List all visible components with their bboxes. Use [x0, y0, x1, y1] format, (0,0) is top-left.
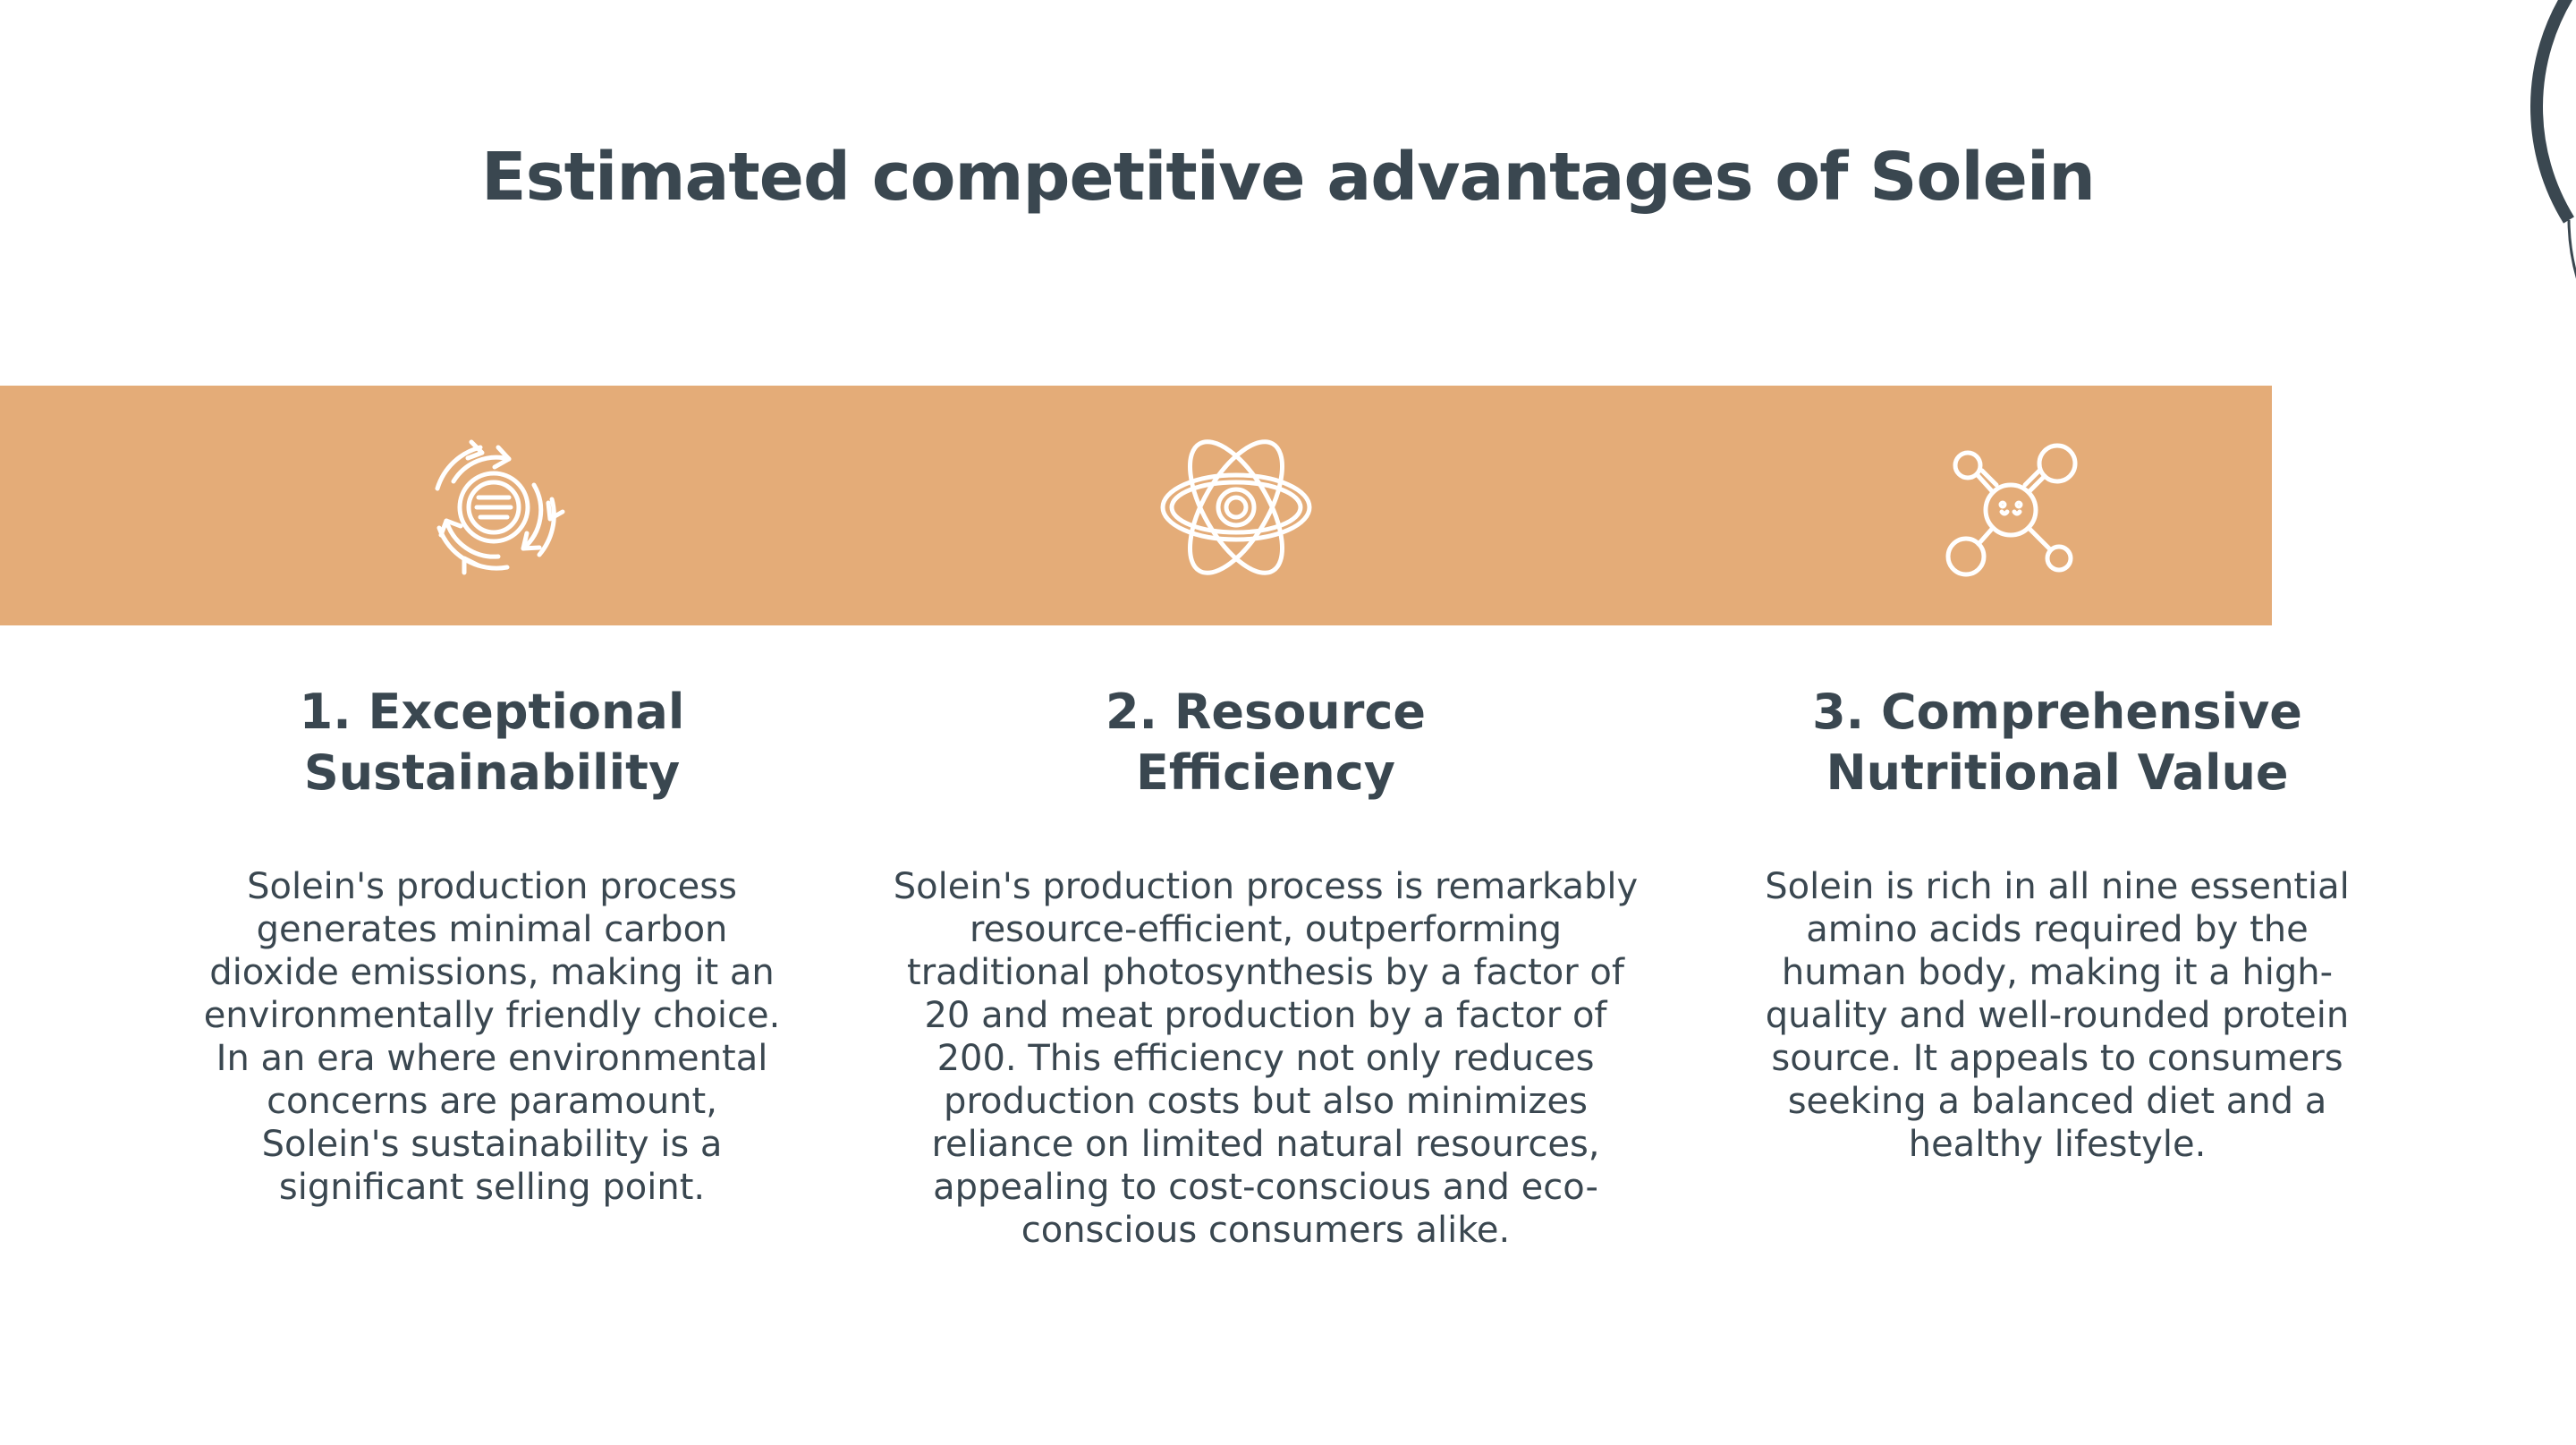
decorative-arc — [2530, 0, 2576, 279]
advantage-column-2: 2. Resource Efficiency Solein's producti… — [872, 682, 1659, 1251]
slide-title: Estimated competitive advantages of Sole… — [481, 139, 2096, 216]
advantage-column-3: 3. Comprehensive Nutritional Value Solei… — [1735, 682, 2379, 1165]
atom-icon — [1151, 422, 1321, 592]
advantage-description: Solein's production process is remarkabl… — [893, 866, 1639, 1251]
advantage-heading: 2. Resource Efficiency — [1105, 684, 1427, 801]
icon-band — [0, 386, 2272, 625]
advantage-heading: 3. Comprehensive Nutritional Value — [1812, 684, 2302, 801]
advantage-description: Solein's production process generates mi… — [203, 866, 781, 1208]
advantage-column-1: 1. Exceptional Sustainability Solein's p… — [197, 682, 787, 1208]
advantage-heading: 1. Exceptional Sustainability — [299, 684, 685, 801]
advantage-description: Solein is rich in all nine essential ami… — [1765, 866, 2350, 1165]
recycle-cycle-icon — [409, 422, 579, 592]
molecule-icon — [1923, 422, 2093, 592]
